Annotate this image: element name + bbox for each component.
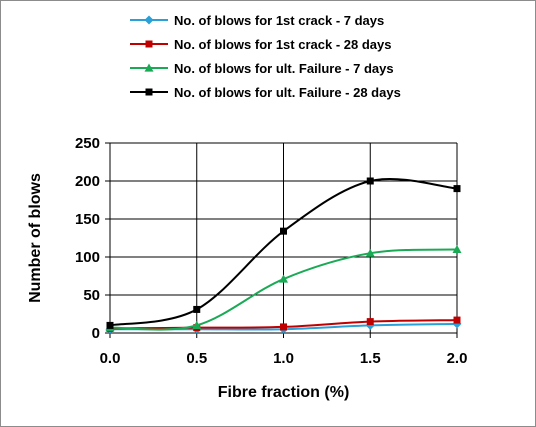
y-tick-label: 50 — [83, 287, 100, 304]
y-tick-label: 200 — [75, 173, 100, 190]
legend-marker — [144, 15, 154, 25]
y-axis-title: Number of blows — [27, 173, 44, 303]
legend-label: No. of blows for 1st crack - 28 days — [174, 37, 391, 52]
data-point — [279, 274, 288, 283]
gridlines — [105, 142, 458, 338]
x-tick-label: 1.5 — [360, 350, 381, 367]
x-tick-label: 0.5 — [186, 350, 207, 367]
y-tick-label: 100 — [75, 249, 100, 266]
x-tick-label: 1.0 — [273, 350, 294, 367]
data-point — [453, 316, 461, 324]
y-tick-label: 150 — [75, 211, 100, 228]
data-point — [366, 177, 374, 185]
legend-marker — [145, 40, 153, 48]
data-point — [365, 248, 375, 257]
x-tick-label: 0.0 — [100, 350, 121, 367]
data-point — [192, 320, 202, 329]
data-point — [280, 227, 287, 235]
data-point — [280, 323, 287, 331]
data-point — [366, 318, 374, 326]
series-lines — [105, 177, 462, 334]
data-point — [453, 185, 461, 193]
x-tick-label: 2.0 — [447, 350, 468, 367]
data-point — [106, 321, 114, 329]
data-point — [452, 244, 462, 253]
legend: No. of blows for 1st crack - 7 days No. o… — [130, 13, 401, 100]
legend-label: No. of blows for ult. Failure - 7 days — [174, 61, 394, 76]
tick-labels: 0 50 100 150 200 250 0.0 0.5 1.0 1.5 2.0 — [75, 135, 467, 367]
legend-marker — [144, 63, 154, 72]
legend-label: No. of blows for 1st crack - 7 days — [174, 13, 384, 28]
y-tick-label: 0 — [92, 325, 100, 342]
legend-label: No. of blows for ult. Failure - 28 days — [174, 85, 401, 100]
legend-marker — [145, 88, 153, 96]
y-tick-label: 250 — [75, 135, 100, 152]
data-point — [193, 305, 201, 313]
x-axis-title: Fibre fraction (%) — [218, 384, 350, 401]
